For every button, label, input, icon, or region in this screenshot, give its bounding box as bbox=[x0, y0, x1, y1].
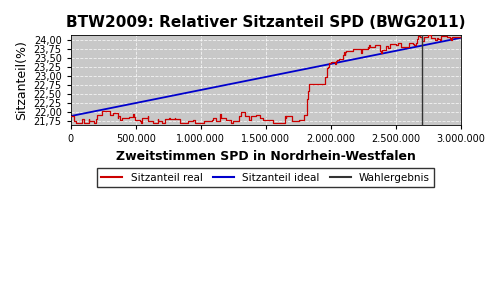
Legend: Sitzanteil real, Sitzanteil ideal, Wahlergebnis: Sitzanteil real, Sitzanteil ideal, Wahle… bbox=[97, 169, 434, 187]
Sitzanteil real bbox=[184, 119, 190, 123]
Sitzanteil real bbox=[458, 34, 464, 38]
Sitzanteil real bbox=[68, 114, 73, 118]
Sitzanteil real bbox=[98, 113, 103, 116]
Line: Sitzanteil real: Sitzanteil real bbox=[70, 34, 460, 123]
Sitzanteil real bbox=[380, 48, 386, 52]
X-axis label: Zweitstimmen SPD in Nordrhein-Westfalen: Zweitstimmen SPD in Nordrhein-Westfalen bbox=[116, 150, 416, 163]
Sitzanteil real bbox=[74, 121, 80, 124]
Y-axis label: Sitzanteil(%): Sitzanteil(%) bbox=[15, 40, 28, 120]
Sitzanteil real bbox=[426, 33, 432, 36]
Sitzanteil real bbox=[187, 119, 193, 123]
Sitzanteil real bbox=[380, 49, 386, 52]
Sitzanteil real bbox=[340, 54, 346, 57]
Title: BTW2009: Relativer Sitzanteil SPD (BWG2011): BTW2009: Relativer Sitzanteil SPD (BWG20… bbox=[66, 15, 466, 30]
